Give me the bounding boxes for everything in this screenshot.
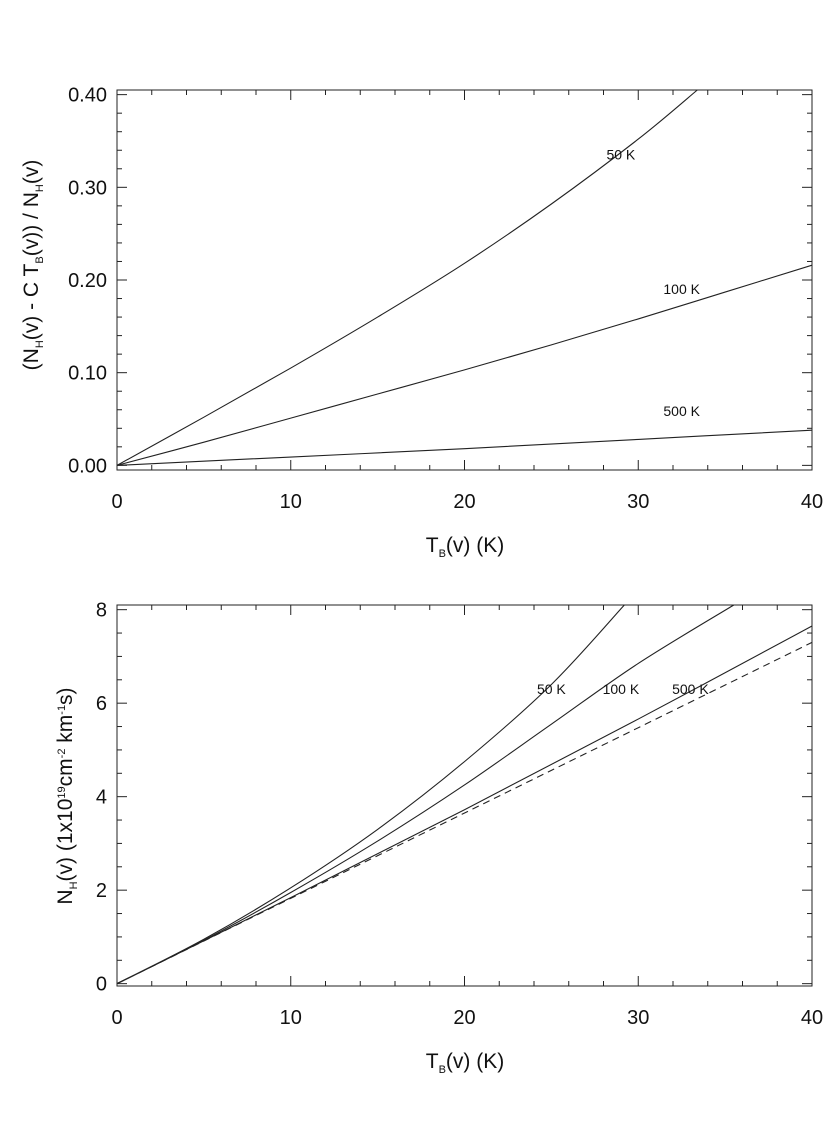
bottom-ticks [116,605,813,986]
x-tick-label: 30 [627,491,649,513]
y-tick-label: 0.20 [68,270,107,292]
series-line-500 [116,625,813,985]
bottom-plot-frame [116,604,813,987]
y-tick-label: 0.40 [68,85,107,107]
x-tick-label: 10 [280,1007,302,1029]
y-tick-label: 6 [96,693,107,715]
y-tick-label: 2 [96,880,107,902]
top-x-tick-labels: 0 10 20 30 40 [111,491,823,513]
top-curves [116,89,813,466]
series-line-100 [116,604,735,985]
x-tick-label: 30 [627,1007,649,1029]
y-tick-label: 0.00 [68,455,107,477]
curve-label: 500 K [663,403,700,419]
x-tick-label: 0 [111,491,122,513]
curve-label: 100 K [603,681,640,697]
y-tick-label: 0.30 [68,177,107,199]
top-panel: 0 10 20 30 40 0.00 0.10 0.20 0.30 0.40 50 K 100 K… [20,85,823,560]
series-line-50 [116,89,698,466]
x-tick-label: 20 [453,1007,475,1029]
bottom-x-axis-title: TB(v) (K) [426,1050,505,1076]
bottom-curve-labels: 50 K 100 K 500 K [537,681,709,697]
bottom-curves [116,604,813,985]
top-curve-labels: 50 K 100 K 500 K [606,147,700,420]
curve-label: 500 K [672,681,709,697]
bottom-y-axis-title: NH(v) (1x1019cm-2 km-1s) [54,687,80,904]
y-tick-label: 0.10 [68,363,107,385]
curve-label: 50 K [537,681,566,697]
x-tick-label: 0 [111,1007,122,1029]
top-ticks [116,90,813,470]
top-y-tick-labels: 0.00 0.10 0.20 0.30 0.40 [68,85,107,478]
y-tick-label: 4 [96,787,107,809]
top-x-axis-title: TB(v) (K) [426,534,505,560]
top-plot-frame [116,89,813,471]
top-y-axis-title: (NH(v) - C TB(v)) / NH(v) [20,160,46,371]
series-line-50 [116,604,625,985]
bottom-panel: 0 10 20 30 40 0 2 4 6 8 50 K 100 K 500 K TB(v) (K)… [54,600,823,1076]
y-tick-label: 0 [96,974,107,996]
curve-label: 100 K [663,281,700,297]
bottom-x-tick-labels: 0 10 20 30 40 [111,1007,823,1029]
bottom-y-tick-labels: 0 2 4 6 8 [96,600,107,996]
series-line-optically [116,641,813,985]
y-tick-label: 8 [96,600,107,622]
curve-label: 50 K [606,147,635,163]
series-line-100 [116,264,813,466]
series-line-500 [116,429,813,466]
x-tick-label: 20 [453,491,475,513]
x-tick-label: 40 [801,491,823,513]
x-tick-label: 10 [280,491,302,513]
x-tick-label: 40 [801,1007,823,1029]
